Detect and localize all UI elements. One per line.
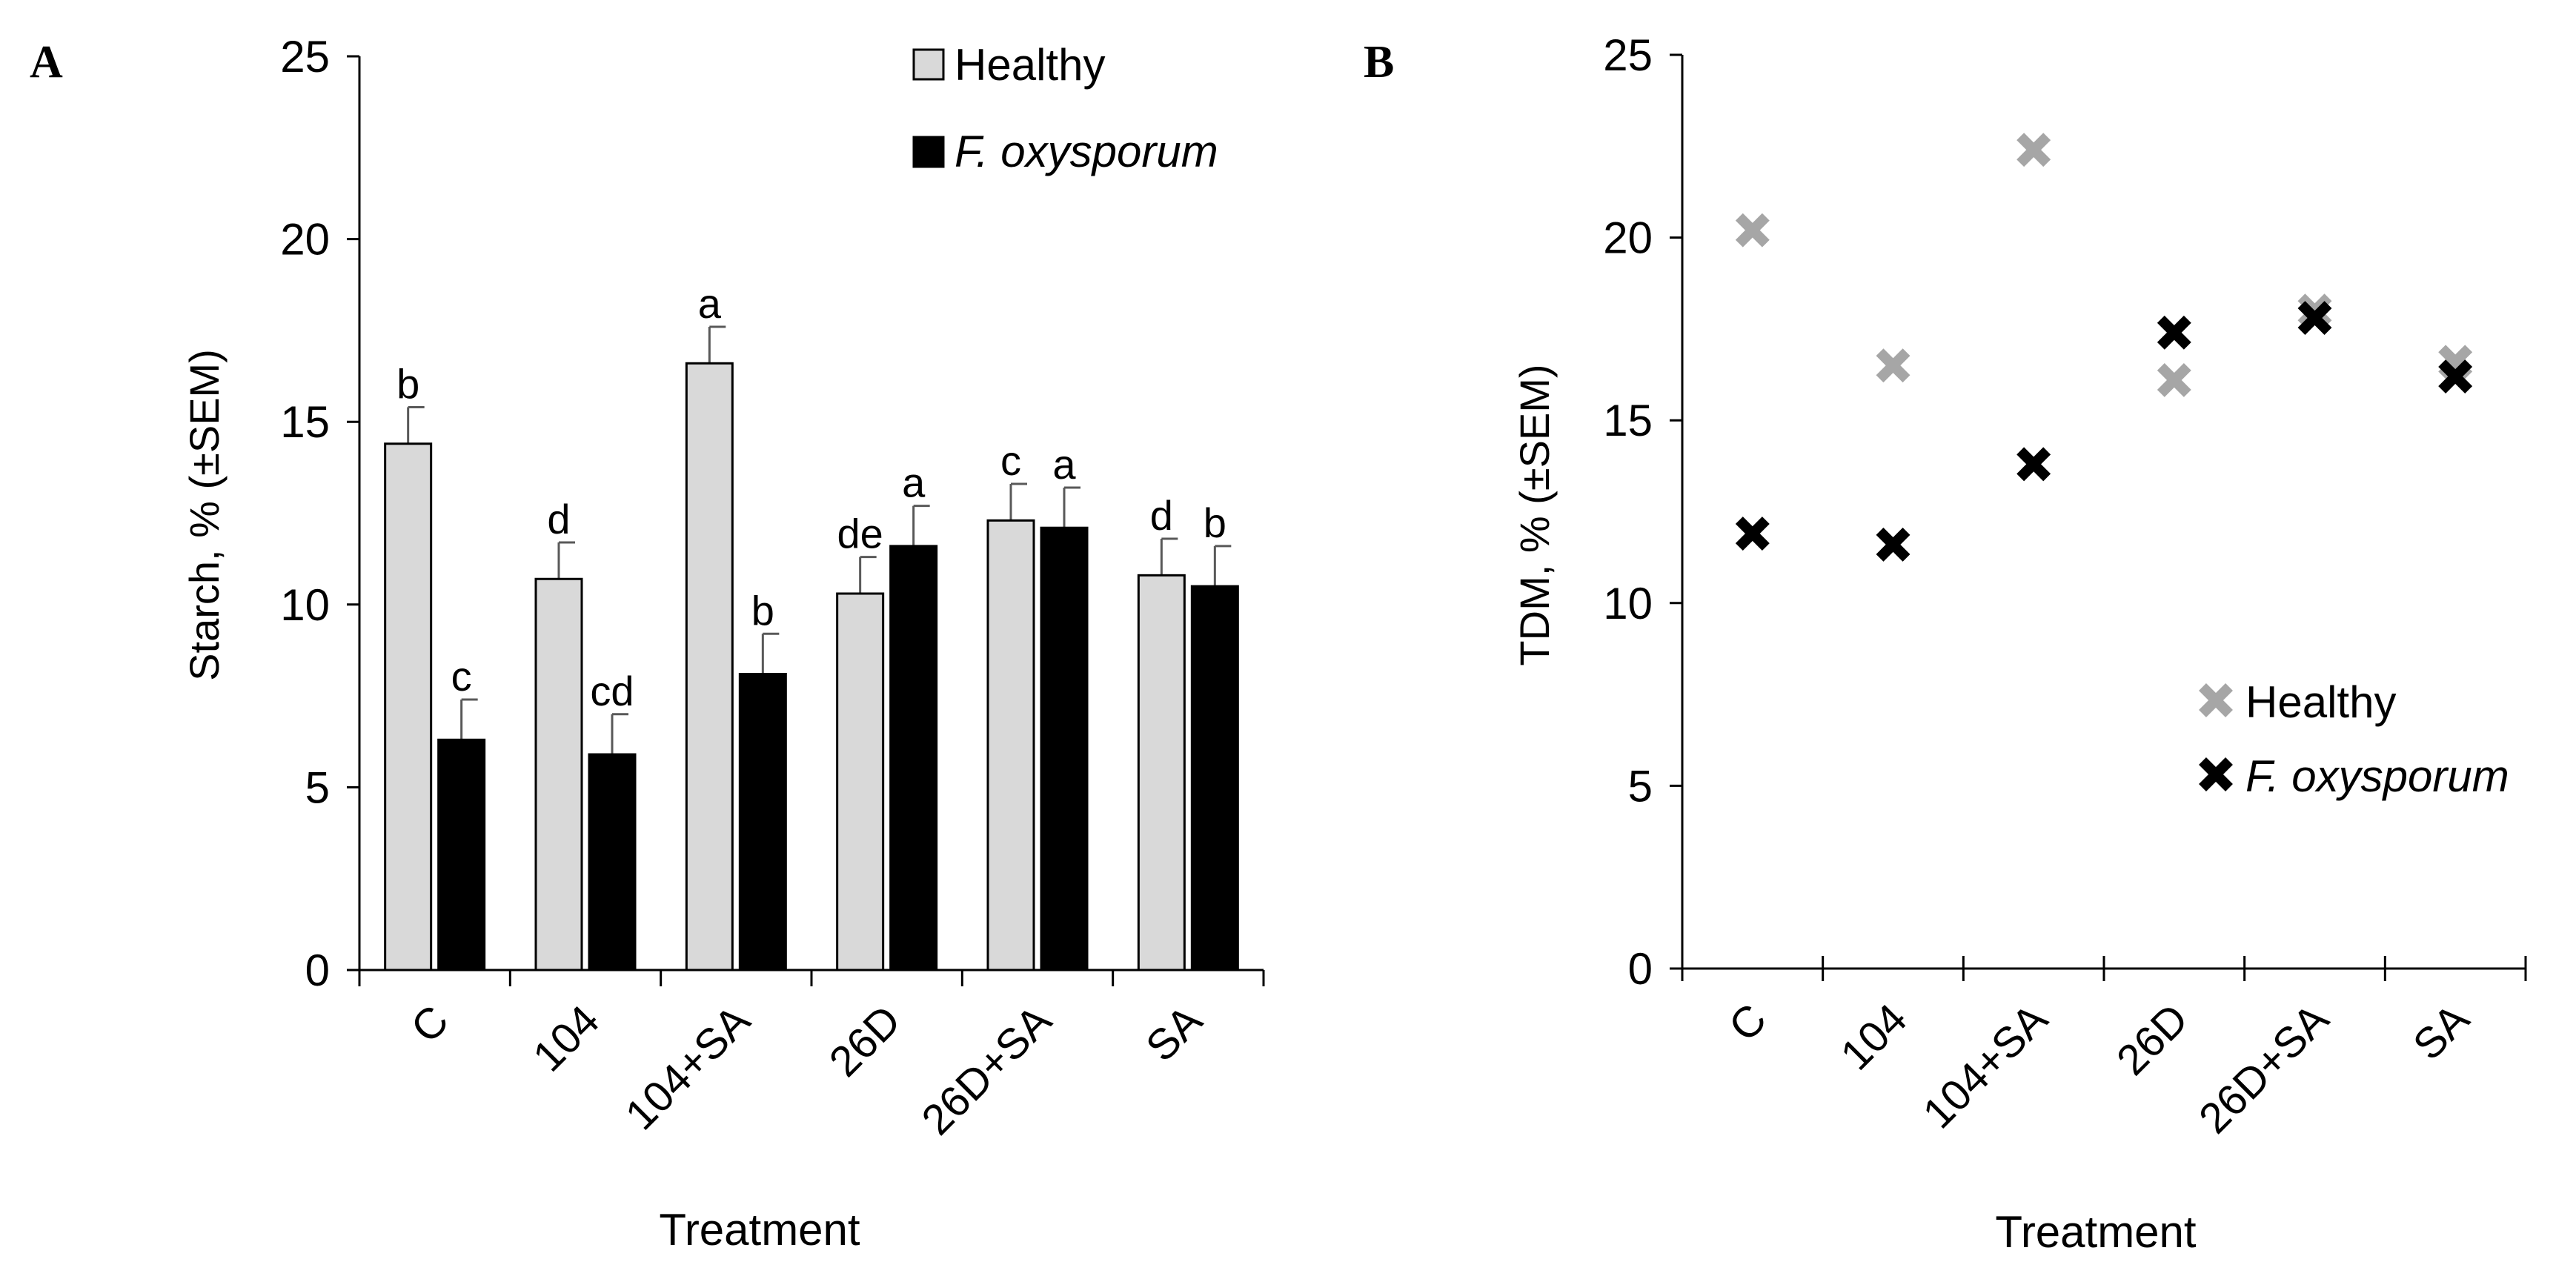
panel-b-y-axis-title: TDM, % (±SEM) [1511,364,1558,665]
significance-letter: a [1052,441,1076,488]
bar-f-oxysporum-26d-sa [1040,526,1089,972]
panel-a-legend: Healthy F. oxysporum [912,40,1218,176]
x-tick-label: 26D [820,996,910,1086]
point-f-oxysporum-sa-stroke-2 [2438,359,2473,393]
y-tick-label: 25 [1603,30,1653,80]
point-f-oxysporum-104-sa [2016,447,2051,482]
significance-letter: b [396,360,419,407]
point-healthy-104-sa-stroke-2 [2016,133,2051,167]
point-f-oxysporum-104-stroke-2 [1876,527,1911,562]
legend-label-f-oxysporum: F. oxysporum [2245,751,2509,801]
point-healthy-c [1735,213,1770,248]
bar-f-oxysporum-26d [889,545,938,972]
bar-f-oxysporum-104 [588,753,637,972]
x-tick-label: C [402,996,458,1052]
point-f-oxysporum-104-sa-stroke-2 [2016,447,2051,482]
x-tick-label: C [1719,994,1776,1051]
point-healthy-104-sa [2016,133,2051,167]
bar-healthy-104 [534,577,583,972]
point-f-oxysporum-c [1735,517,1770,551]
legend-marker-shape [2199,683,2233,717]
y-tick-label: 5 [1628,761,1653,811]
y-tick-label: 0 [305,946,330,995]
point-f-oxysporum-26d-sa [2297,301,2332,336]
legend-label-f-oxysporum: F. oxysporum [955,127,1218,176]
y-tick-label: 15 [1603,396,1653,445]
point-f-oxysporum-26d-sa-stroke-2 [2297,301,2332,336]
legend-label-healthy: Healthy [955,40,1105,90]
bar-f-oxysporum-104-sa [738,673,787,972]
significance-letter: a [902,459,926,506]
legend-swatch-healthy [912,48,945,81]
point-healthy-26d-stroke-2 [2157,362,2191,397]
legend-swatch-f-oxysporum [912,136,945,168]
bar-healthy-c [384,442,433,972]
y-tick-label: 10 [280,580,330,630]
legend-marker-healthy [2199,683,2233,717]
significance-letter: b [1204,499,1226,546]
panel-b-x-axis-title: Treatment [1995,1207,2197,1257]
legend-marker-shape-stroke-2 [2199,757,2233,791]
bar-healthy-104-sa [685,362,734,972]
x-tick-label: 104 [1831,994,1916,1079]
y-tick-label: 20 [1603,213,1653,263]
bar-healthy-sa [1137,574,1186,972]
x-tick-label: 104+SA [616,996,759,1139]
point-healthy-26d [2157,362,2191,397]
significance-letter: d [1150,492,1173,539]
y-tick-label: 10 [1603,579,1653,628]
panel-a-y-axis-title: Starch, % (±SEM) [181,349,228,681]
bar-f-oxysporum-c [437,738,486,972]
y-tick-label: 0 [1628,944,1653,994]
panel-b-legend: Healthy F. oxysporum [2199,677,2509,801]
x-tick-label: 26D [2108,994,2197,1084]
point-f-oxysporum-c-stroke-2 [1735,517,1770,551]
legend-marker-shape [2199,757,2233,791]
panel-a: A Starch, % (±SEM) Treatment 0 5 10 15 20 25 b… [30,32,1265,1255]
significance-letter: c [451,653,472,700]
point-f-oxysporum-sa [2438,359,2473,393]
y-tick-label: 15 [280,397,330,447]
point-healthy-104 [1876,348,1911,383]
panel-b: B TDM, % (±SEM) Treatment 0 5 10 15 20 25 C 104… [1364,30,2527,1257]
significance-letter: cd [590,668,634,714]
point-f-oxysporum-26d-stroke-2 [2157,315,2191,350]
y-tick-label: 25 [280,32,330,82]
point-healthy-c-stroke-2 [1735,213,1770,248]
point-healthy-104-stroke-2 [1876,348,1911,383]
significance-letter: a [698,280,722,327]
x-tick-label: 104+SA [1913,994,2057,1137]
legend-marker-shape-stroke-2 [2199,683,2233,717]
significance-letter: c [1000,437,1021,484]
x-tick-label: SA [1137,996,1212,1071]
bar-f-oxysporum-sa [1190,585,1239,972]
y-tick-label: 20 [280,215,330,265]
bar-healthy-26d [836,592,885,972]
x-tick-label: 26D+SA [912,996,1060,1144]
point-f-oxysporum-104 [1876,527,1911,562]
legend-marker-f-oxysporum [2199,757,2233,791]
significance-letter: de [837,511,883,557]
y-tick-label: 5 [305,763,330,812]
significance-letter: d [547,496,570,542]
x-tick-label: SA [2404,994,2479,1069]
panel-a-x-axis-title: Treatment [659,1205,860,1255]
significance-letter: b [751,587,774,634]
x-tick-label: 26D+SA [2190,994,2338,1143]
panel-b-label: B [1364,37,1394,87]
bar-healthy-26d-sa [986,519,1035,972]
legend-label-healthy: Healthy [2245,677,2396,727]
x-tick-label: 104 [524,996,608,1080]
panel-a-label: A [30,37,63,87]
point-f-oxysporum-26d [2157,315,2191,350]
